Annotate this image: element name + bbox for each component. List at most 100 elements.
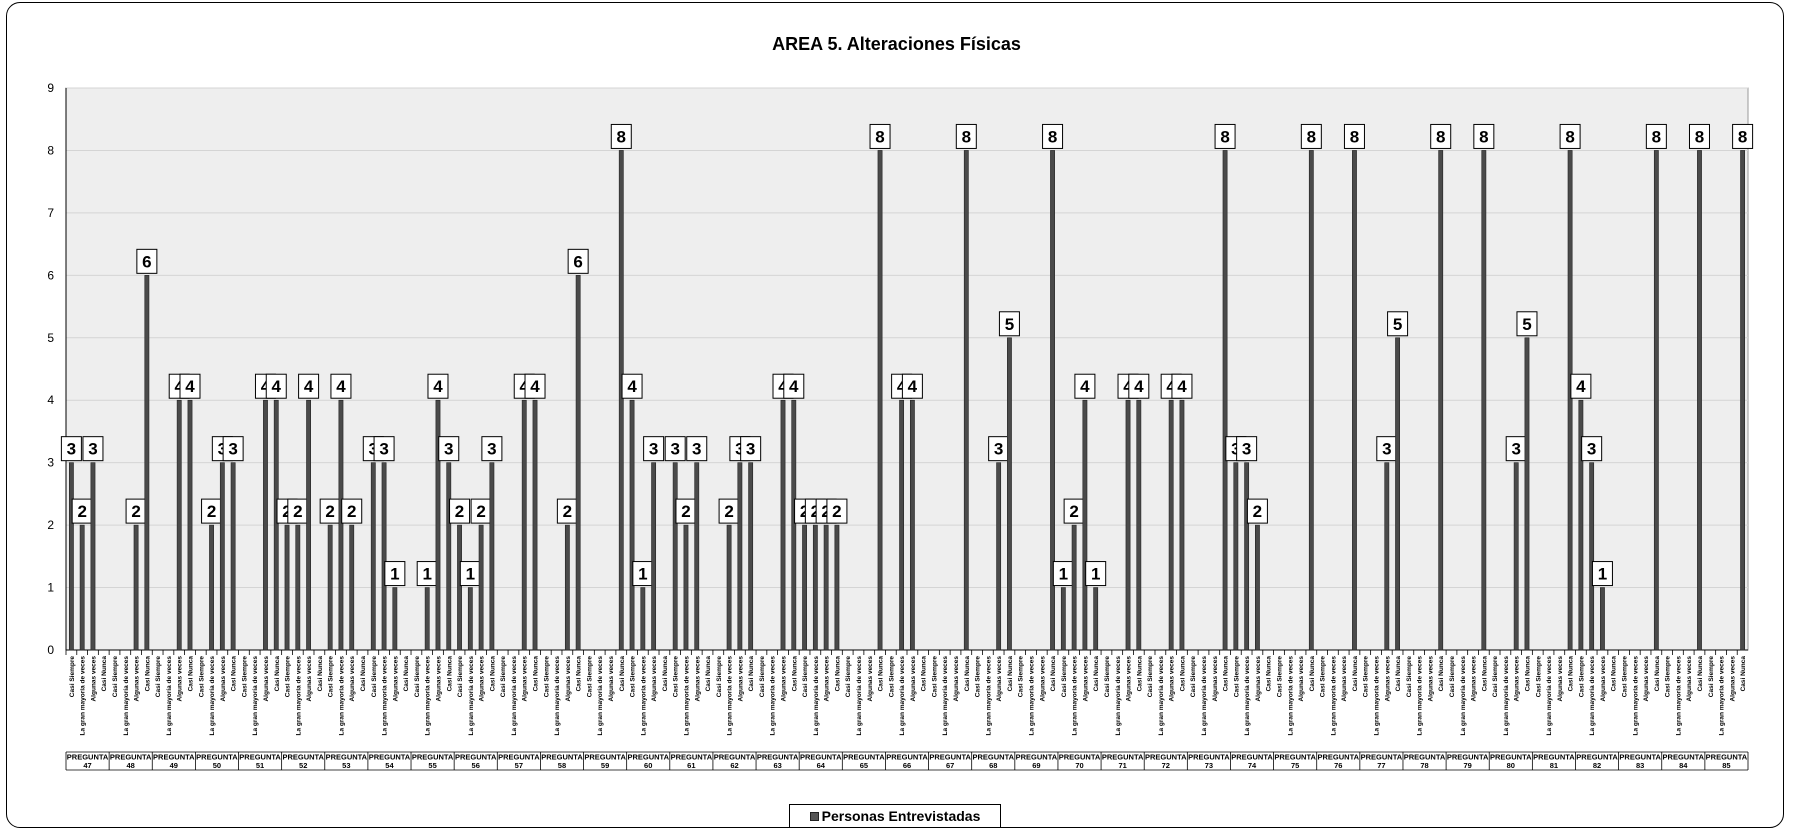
y-tick-label: 1 [47,581,54,595]
group-label-number: 64 [817,761,826,770]
x-tick-label: Casi Siempre [1665,656,1672,698]
bar [1125,399,1131,651]
data-label-box [955,123,977,149]
bar [629,399,635,651]
x-tick-label: Casi Nunca [317,656,324,692]
x-tick-label: Casi Siempre [155,656,162,698]
x-tick-label: La gran mayoría de veces [382,656,389,736]
data-label: 1 [1059,565,1068,584]
y-tick-label: 5 [47,331,54,345]
x-tick-label: La gran mayoría de veces [554,656,561,736]
x-tick-label: Algunas veces [910,656,917,702]
x-tick-label: Casi Siempre [285,656,292,698]
x-tick-label: Casi Siempre [975,656,982,698]
group-label-number: 52 [299,761,307,770]
group-label-number: 85 [1722,761,1730,770]
x-tick-label: Algunas veces [1729,656,1736,702]
data-label: 3 [487,440,496,459]
group-label-number: 69 [1032,761,1040,770]
data-label: 3 [994,440,1003,459]
group-label-number: 79 [1463,761,1471,770]
bar [521,399,527,651]
data-label-box [179,373,201,399]
x-tick-label: Casi Nunca [619,656,626,692]
group-label-number: 59 [601,761,609,770]
y-tick-label: 0 [47,643,54,657]
bar [1136,399,1142,651]
group-label-prefix: PREGUNTA [627,753,669,762]
group-label-prefix: PREGUNTA [1059,753,1101,762]
x-tick-label: Algunas veces [435,656,442,702]
bar [144,275,150,651]
group-label-number: 75 [1291,761,1299,770]
data-label-box [1591,561,1613,587]
x-tick-label: Casi Siempre [716,656,723,698]
data-label-box [740,436,762,462]
data-label-box [1430,123,1452,149]
x-tick-label: Algunas veces [1427,656,1434,702]
group-label-prefix: PREGUNTA [1447,753,1489,762]
x-tick-label: La gran mayoría de veces [209,656,216,736]
bar [209,524,214,651]
x-tick-label: La gran mayoría de veces [683,656,690,736]
data-label-box [686,436,708,462]
x-tick-label: Casi Nunca [1654,656,1661,692]
x-tick-label: La gran mayoría de veces [1632,656,1639,736]
data-label: 4 [897,377,907,396]
x-tick-label: Casi Nunca [1266,656,1273,692]
group-label-number: 50 [213,761,221,770]
data-label: 2 [325,502,334,521]
bar [219,462,225,651]
x-tick-label: Algunas veces [522,656,529,702]
group-label-prefix: PREGUNTA [239,753,281,762]
group-label-prefix: PREGUNTA [455,753,497,762]
data-label: 4 [433,377,443,396]
bar [1255,524,1260,651]
data-label: 3 [379,440,388,459]
data-label: 4 [627,377,637,396]
x-tick-label: Algunas veces [306,656,313,702]
bar [640,587,646,651]
group-label-number: 63 [773,761,781,770]
bar [327,524,333,651]
group-label-number: 48 [127,761,135,770]
x-tick-label: Algunas veces [1169,656,1176,702]
bar [909,399,915,651]
x-tick-label: La gran mayoría de veces [985,656,992,736]
data-label: 4 [520,377,530,396]
data-label-box [1581,436,1603,462]
y-tick-label: 9 [47,81,54,95]
bar [1395,337,1400,651]
data-label: 3 [670,440,679,459]
data-label: 5 [1005,315,1014,334]
data-label: 6 [142,252,151,271]
data-label-box [1343,123,1365,149]
x-tick-label: La gran mayoría de veces [1158,656,1165,736]
data-label: 3 [735,440,744,459]
group-label-prefix: PREGUNTA [1318,753,1360,762]
data-label-box [60,436,82,462]
bar [1697,150,1702,651]
x-tick-label: Algunas veces [1341,656,1348,702]
group-label-prefix: PREGUNTA [1404,753,1446,762]
y-tick-label: 4 [47,393,54,407]
x-tick-label: Casi Nunca [1438,656,1445,692]
data-label: 3 [1511,440,1520,459]
data-label: 2 [347,502,356,521]
data-label-box [1387,311,1409,337]
data-label-box [1171,373,1193,399]
x-tick-label: La gran mayoría de veces [727,656,734,736]
y-tick-label: 2 [47,518,54,532]
x-tick-label: Casi Nunca [403,656,410,692]
group-label-number: 82 [1593,761,1601,770]
data-label-box [384,561,406,587]
group-label-prefix: PREGUNTA [1576,753,1618,762]
data-label-box [136,248,158,274]
group-label-prefix: PREGUNTA [972,753,1014,762]
data-label-box [298,373,320,399]
group-label-number: 51 [256,761,264,770]
bar [457,524,462,651]
x-tick-label: Casi Siempre [371,656,378,698]
data-label: 2 [724,502,733,521]
